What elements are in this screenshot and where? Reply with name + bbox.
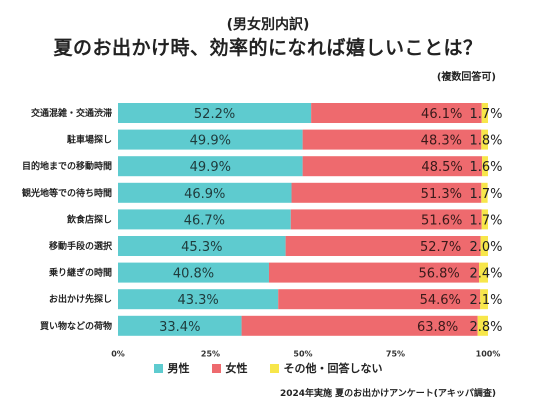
chart-subtitle: (男女別内訳) (226, 17, 310, 33)
bar-segment (291, 182, 482, 203)
data-label: 56.8% (418, 267, 459, 282)
multiple-answers-note: (複数回答可) (436, 72, 496, 83)
x-tick-label: 75% (386, 349, 405, 358)
category-label: 駐車場探し (67, 134, 112, 146)
x-tick-label: 50% (293, 349, 312, 358)
source-note: 2024年実施 夏のお出かけアンケート(アキッパ調査) (279, 389, 496, 399)
data-label: 51.6% (421, 213, 462, 228)
legend-swatch-other (269, 363, 279, 373)
data-label: 46.1% (421, 107, 462, 122)
bar-segment (118, 156, 303, 177)
data-label: 52.2% (194, 107, 235, 122)
bar-segment (480, 289, 488, 310)
x-tick-label: 25% (201, 349, 220, 358)
category-label: 移動手段の選択 (49, 240, 113, 252)
chart-title: 夏のお出かけ時、効率的になれば嬉しいことは？ (53, 37, 483, 59)
legend-item-male: 男性 (153, 360, 190, 376)
bar-segment (302, 129, 482, 150)
legend-item-other: その他・回答しない (269, 360, 383, 376)
bar-segment (477, 315, 488, 336)
bar-segment (482, 156, 488, 177)
bar-segment (481, 103, 488, 123)
bar-segment (118, 289, 279, 310)
data-label: 54.6% (420, 293, 461, 308)
data-label: 1.8% (469, 134, 502, 149)
data-label: 49.9% (190, 134, 231, 149)
legend-label-other: その他・回答しない (283, 362, 383, 375)
bar-segment (481, 182, 488, 203)
x-tick-label: 100% (476, 349, 501, 358)
category-label: 目的地までの移動時間 (22, 160, 112, 172)
data-label: 46.9% (184, 187, 225, 202)
x-tick-label: 0% (111, 349, 125, 358)
category-label: 観光地等での待ち時間 (22, 187, 112, 199)
legend-label-male: 男性 (167, 362, 190, 375)
bar-segment (118, 315, 242, 336)
bar-segment (480, 236, 488, 256)
bar-segment (278, 289, 481, 310)
bar-segment (285, 236, 481, 256)
data-label: 1.7% (469, 213, 502, 228)
bar-segment (118, 262, 269, 283)
bar-segment (118, 129, 303, 150)
data-label: 48.5% (421, 160, 462, 175)
bar-segment (302, 156, 483, 177)
legend-item-female: 女性 (211, 360, 248, 376)
data-label: 2.0% (469, 240, 502, 255)
data-label: 1.6% (469, 160, 502, 175)
bar-segment (118, 103, 312, 123)
data-label: 2.1% (469, 293, 502, 308)
data-label: 46.7% (184, 213, 225, 228)
category-label: お出かけ先探し (49, 293, 112, 305)
bar-segment (479, 262, 488, 283)
chart-legend: 男性 女性 その他・回答しない (0, 360, 536, 376)
data-label: 33.4% (159, 320, 200, 335)
category-label: 乗り継ぎの時間 (49, 267, 112, 279)
legend-swatch-male (153, 363, 163, 373)
data-label: 48.3% (421, 134, 462, 149)
legend-swatch-female (211, 363, 221, 373)
legend-label-female: 女性 (225, 362, 248, 375)
category-label: 交通混雑・交通渋滞 (31, 107, 112, 119)
category-label: 買い物などの荷物 (40, 320, 112, 332)
data-label: 45.3% (181, 240, 222, 255)
data-label: 2.8% (469, 320, 502, 335)
bar-segment (241, 315, 478, 336)
bar-segment (290, 209, 482, 230)
bar-segment (311, 103, 482, 123)
data-label: 49.9% (190, 160, 231, 175)
bar-segment (481, 209, 488, 230)
data-label: 43.3% (177, 293, 218, 308)
bar-segment (268, 262, 480, 283)
data-label: 51.3% (421, 187, 462, 202)
bar-segment (118, 236, 286, 256)
category-label: 飲食店探し (66, 213, 112, 225)
data-label: 1.7% (469, 187, 502, 202)
data-label: 1.7% (469, 107, 502, 122)
data-label: 63.8% (417, 320, 458, 335)
data-label: 40.8% (173, 267, 214, 282)
bar-segment (481, 129, 488, 150)
bar-segment (118, 182, 292, 203)
data-label: 52.7% (420, 240, 461, 255)
data-label: 2.4% (469, 267, 502, 282)
bar-segment (118, 209, 291, 230)
